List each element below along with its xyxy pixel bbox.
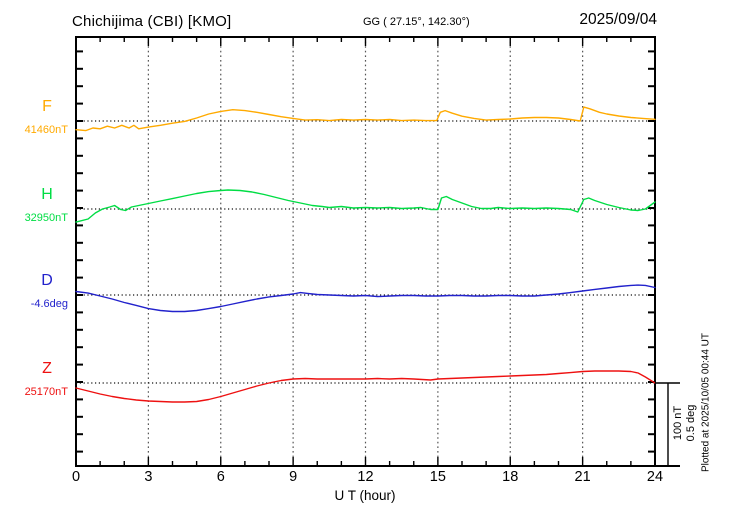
x-tick-label-21: 21 bbox=[574, 469, 591, 485]
component-label-F: F bbox=[42, 98, 52, 115]
geo-coordinates: GG ( 27.15°, 142.30°) bbox=[363, 16, 470, 28]
component-baseline-value-D: -4.6deg bbox=[30, 298, 68, 310]
x-tick-label-0: 0 bbox=[71, 469, 81, 485]
scale-bar-label: 100 nT 0.5 deg bbox=[672, 404, 698, 442]
component-label-Z: Z bbox=[42, 360, 52, 377]
x-axis-label: U T (hour) bbox=[334, 488, 396, 503]
x-tick-label-3: 3 bbox=[144, 469, 153, 485]
component-label-D: D bbox=[41, 272, 53, 289]
component-label-H: H bbox=[41, 186, 53, 203]
x-tick-label-15: 15 bbox=[429, 469, 446, 485]
x-tick-label-12: 12 bbox=[357, 469, 374, 485]
station-title: Chichijima (CBI) [KMO] bbox=[72, 13, 232, 30]
component-baseline-value-H: 32950nT bbox=[24, 212, 68, 224]
observation-date: 2025/09/04 bbox=[579, 11, 657, 28]
component-baseline-value-F: 41460nT bbox=[24, 124, 68, 136]
component-baseline-value-Z: 25170nT bbox=[24, 386, 68, 398]
x-tick-label-18: 18 bbox=[502, 469, 519, 485]
x-tick-label-6: 6 bbox=[216, 469, 225, 485]
x-tick-label-24: 24 bbox=[646, 469, 664, 485]
x-tick-label-9: 9 bbox=[289, 469, 298, 485]
plotted-at-note: Plotted at 2025/10/05 00:44 UT bbox=[700, 333, 712, 472]
